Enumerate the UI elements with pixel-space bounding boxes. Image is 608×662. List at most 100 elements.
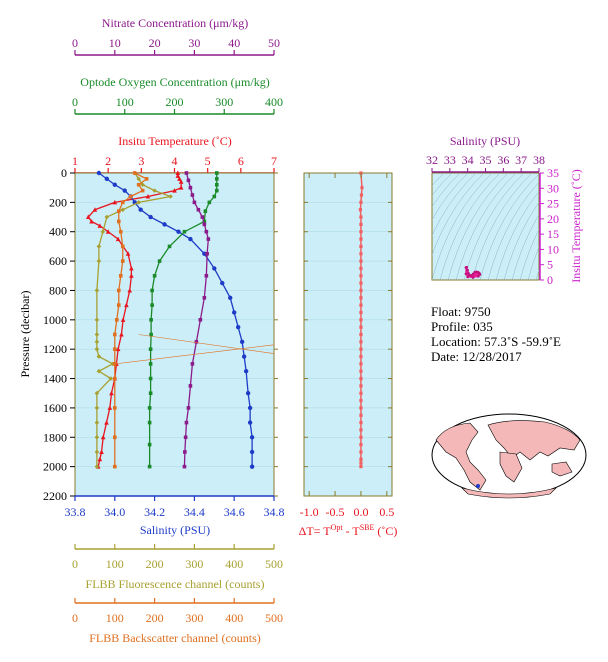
data-point: [94, 346, 100, 352]
profile-series: [85, 170, 275, 469]
salinity-tick-label: 34.8: [264, 505, 285, 519]
pressure-tick-label: 0: [61, 166, 67, 180]
ts-point: [464, 272, 468, 276]
data-point: [125, 251, 131, 256]
delta-point: [359, 303, 363, 307]
data-point: [124, 302, 129, 308]
ts-point: [471, 272, 475, 276]
temperature-tick-label: 4: [172, 154, 178, 168]
data-point: [138, 207, 143, 212]
delta-point: [359, 274, 363, 278]
delta-point: [359, 413, 363, 417]
temperature-tick-label: 5: [205, 154, 211, 168]
map-africa: [499, 451, 523, 483]
data-point: [96, 354, 102, 359]
delta-point: [359, 391, 363, 395]
nitrate-tick-label: 50: [268, 36, 280, 50]
delta-point: [359, 354, 363, 359]
data-point: [162, 222, 167, 227]
series-3: [182, 171, 211, 469]
data-point: [113, 376, 117, 381]
pressure-tick-label: 2200: [43, 489, 67, 503]
pressure-tick-label: 1000: [43, 313, 67, 327]
data-point: [147, 442, 152, 447]
oxygen-tick-label: 400: [265, 95, 283, 109]
data-point: [94, 317, 100, 323]
data-point: [188, 236, 193, 242]
data-point: [140, 188, 145, 193]
pressure-tick-label: 200: [49, 195, 67, 209]
artifact-line: [138, 334, 275, 354]
data-point: [104, 176, 110, 182]
data-point: [94, 405, 100, 411]
series-line: [96, 172, 173, 467]
data-point: [107, 405, 113, 410]
data-point: [104, 420, 109, 425]
fluorescence-tick-label: 200: [146, 557, 164, 571]
data-point: [118, 229, 123, 234]
backscatter-tick-label: 0: [72, 611, 78, 625]
ts-point: [478, 273, 482, 276]
data-point: [116, 303, 121, 307]
delta-point: [359, 406, 363, 410]
data-point: [120, 317, 126, 322]
pressure-tick-label: 1200: [43, 342, 67, 356]
density-contour: [432, 173, 485, 256]
data-point: [94, 288, 100, 293]
fluorescence-tick-label: 100: [106, 557, 124, 571]
data-point: [136, 176, 141, 182]
data-point: [186, 178, 191, 183]
data-point: [249, 449, 255, 455]
data-point: [148, 214, 153, 220]
delta-point: [359, 230, 363, 234]
pressure-tick-label: 1800: [43, 430, 67, 444]
data-point: [175, 173, 181, 178]
ts-point: [471, 276, 475, 279]
data-point: [147, 406, 152, 410]
oxygen-tick-label: 0: [72, 95, 78, 109]
data-point: [96, 170, 102, 176]
artifact-line: [114, 344, 275, 365]
delta-point: [359, 200, 363, 204]
temperature-axis: 1 2 3 4 5 6 7: [72, 154, 277, 174]
data-point: [144, 177, 149, 181]
fluorescence-axis-label: FLBB Fluorescence channel (counts): [86, 577, 265, 591]
nitrate-tick-label: 20: [149, 36, 161, 50]
map-antarctica: [461, 487, 557, 499]
delta-point: [359, 193, 364, 197]
ts-temperature-tick-label: 20: [547, 212, 559, 226]
data-point: [205, 251, 209, 256]
delta-point: [359, 369, 363, 373]
series-2: [147, 171, 219, 469]
delta-point: [359, 398, 363, 403]
data-point: [204, 273, 209, 278]
oxygen-axis-label: Optode Oxygen Concentration (μm/kg): [80, 75, 269, 89]
ts-temperature-tick-label: 10: [547, 242, 559, 256]
data-point: [97, 223, 103, 228]
ts-series: [464, 265, 482, 279]
delta-point: [359, 296, 363, 300]
data-point: [113, 435, 117, 440]
data-point: [204, 229, 209, 234]
ts-density-contours: [432, 173, 539, 280]
profile-plot-area: [74, 172, 275, 497]
delta-point: [359, 332, 363, 337]
location-info: Location: 57.3˚S -59.9˚E: [431, 334, 561, 349]
ts-point: [465, 265, 469, 269]
density-contour: [447, 173, 509, 280]
backscatter-tick-label: 500: [265, 611, 283, 625]
series-line: [183, 172, 209, 467]
delta-point: [359, 318, 363, 322]
data-point: [150, 303, 154, 307]
density-contour: [503, 201, 539, 280]
profile-info: Profile: 035: [431, 319, 493, 334]
data-point: [198, 318, 203, 322]
data-point: [178, 179, 184, 184]
data-point: [119, 332, 124, 337]
pressure-axis: 0 200 400 600 800 1000 1200 1400 1600 1800 2000 220…: [43, 166, 278, 503]
fluorescence-axis: 0 100 200 300 400 500: [72, 544, 283, 571]
salinity-tick-label: 34.4: [184, 505, 205, 519]
backscatter-axis: 0 100 200 300 400 500: [72, 598, 283, 625]
data-point: [188, 185, 193, 190]
data-point: [97, 456, 103, 462]
